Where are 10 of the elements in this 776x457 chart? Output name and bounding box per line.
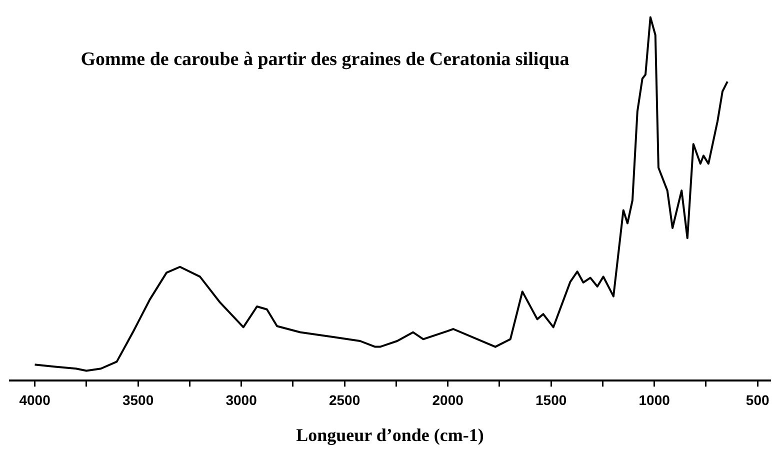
x-tick-label: 1000 <box>638 392 670 408</box>
x-tick-label: 2500 <box>328 392 360 408</box>
text: Gomme de caroube à partir des graines de Ceratonia siliqua <box>80 48 570 72</box>
x-tick-label: 3000 <box>226 392 258 408</box>
x-tick-label: 4000 <box>19 392 51 408</box>
x-axis-title: Longueur d’onde (cm-1) <box>296 424 484 445</box>
x-tick-label: 3500 <box>122 392 154 408</box>
x-tick-label: 1500 <box>536 392 567 408</box>
x-tick-label: 2000 <box>432 392 464 408</box>
x-tick-label: 500 <box>746 392 770 408</box>
